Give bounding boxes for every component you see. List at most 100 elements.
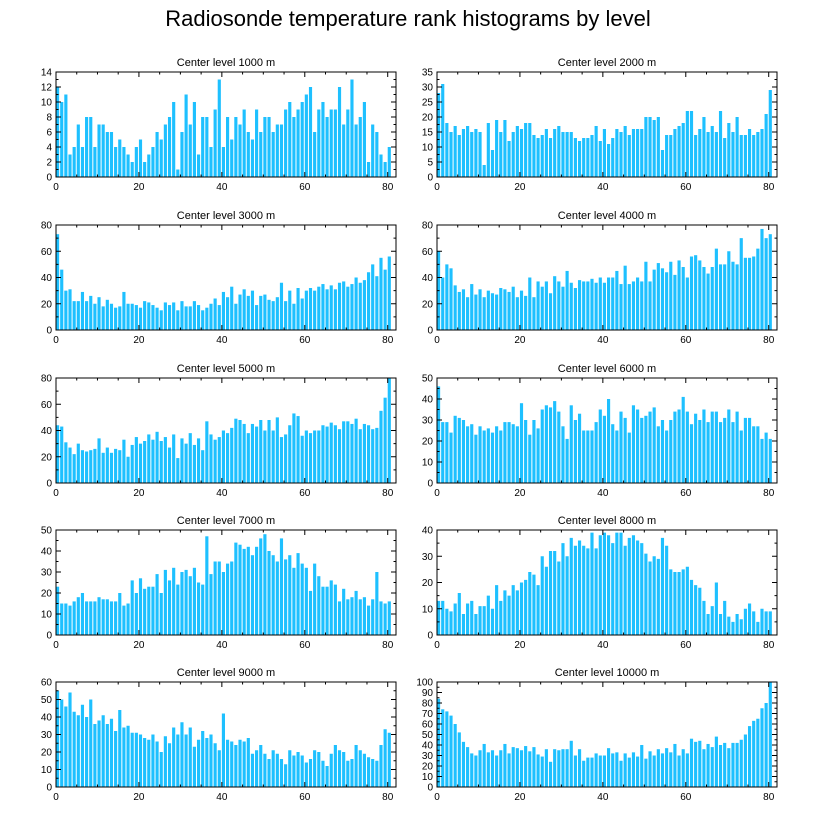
histogram-bar xyxy=(167,580,172,635)
y-tick-label: 2 xyxy=(46,158,52,169)
histogram-bar xyxy=(723,417,727,483)
histogram-bar xyxy=(337,601,342,635)
histogram-bar xyxy=(242,423,246,483)
histogram-bar xyxy=(457,135,461,177)
histogram-bar xyxy=(176,169,180,177)
histogram-bar xyxy=(387,256,391,330)
histogram-bar xyxy=(308,288,313,330)
histogram-bar xyxy=(242,741,246,787)
histogram-bar xyxy=(640,129,644,177)
histogram-bar xyxy=(263,117,267,177)
histogram-bar xyxy=(652,407,656,483)
histogram-bar xyxy=(196,582,201,635)
histogram-bar xyxy=(582,545,586,635)
histogram-bar xyxy=(118,306,122,331)
histogram-bar xyxy=(652,269,656,331)
x-tick-label: 20 xyxy=(514,792,526,803)
histogram-bar xyxy=(76,715,80,787)
histogram-bar xyxy=(64,603,68,635)
histogram-bar xyxy=(321,284,325,330)
histogram-bar xyxy=(354,124,358,177)
histogram-bar xyxy=(118,593,122,635)
histogram-bar xyxy=(590,430,594,483)
histogram-bar xyxy=(503,590,507,636)
histogram-bar xyxy=(242,109,246,177)
histogram-bar xyxy=(93,448,97,484)
histogram-bar xyxy=(694,741,698,787)
histogram-bar xyxy=(544,566,548,635)
histogram-bar xyxy=(461,289,466,330)
histogram-bar xyxy=(698,420,702,483)
histogram-bar xyxy=(64,290,68,331)
y-tick-label: 20 xyxy=(41,452,53,463)
histogram-bar xyxy=(226,739,230,787)
histogram-bar xyxy=(321,102,325,177)
histogram-bar xyxy=(213,298,217,330)
y-tick-label: 80 xyxy=(422,699,434,710)
histogram-bar xyxy=(677,260,681,330)
x-tick-label: 0 xyxy=(53,640,59,651)
histogram-bar xyxy=(739,238,743,331)
histogram-bar xyxy=(553,401,557,483)
histogram-bar xyxy=(267,551,271,635)
histogram-bar xyxy=(350,759,354,787)
histogram-bar xyxy=(238,124,242,177)
histogram-bar xyxy=(292,117,296,177)
x-tick-label: 20 xyxy=(133,335,145,346)
histogram-bar xyxy=(80,147,85,177)
histogram-bar xyxy=(602,282,606,330)
histogram-bar xyxy=(619,532,623,636)
histogram-bar xyxy=(648,561,652,635)
histogram-bar xyxy=(383,603,387,635)
x-tick-label: 0 xyxy=(53,488,59,499)
histogram-bar xyxy=(747,726,752,787)
histogram-bar xyxy=(747,129,752,177)
histogram-bar xyxy=(354,745,358,787)
histogram-bar xyxy=(490,750,495,787)
histogram-bar xyxy=(507,291,511,330)
histogram-bar xyxy=(665,272,669,330)
histogram-bar xyxy=(155,741,159,787)
histogram-bar xyxy=(631,752,636,787)
histogram-bar xyxy=(159,139,163,177)
histogram-bar xyxy=(109,303,114,330)
histogram-bar xyxy=(342,124,346,177)
histogram-bar xyxy=(250,753,255,787)
x-tick-label: 40 xyxy=(216,488,228,499)
histogram-bar xyxy=(631,535,636,635)
histogram-bar xyxy=(735,264,739,331)
y-tick-label: 20 xyxy=(422,437,434,448)
histogram-bar xyxy=(93,724,97,787)
histogram-bar xyxy=(279,282,284,330)
histogram-bar xyxy=(275,417,279,484)
histogram-bar xyxy=(101,715,105,787)
histogram-bar xyxy=(350,79,354,177)
histogram-bar xyxy=(673,743,677,787)
y-tick-label: 4 xyxy=(46,143,52,154)
histogram-bar xyxy=(665,545,669,635)
y-tick-label: 40 xyxy=(41,426,53,437)
histogram-bar xyxy=(731,132,735,177)
histogram-bar xyxy=(159,593,163,635)
histogram-bar xyxy=(511,424,515,483)
histogram-bar xyxy=(573,545,577,635)
histogram-bar xyxy=(163,736,167,787)
histogram-bar xyxy=(694,413,698,483)
histogram-bar xyxy=(172,102,176,177)
histogram-bar xyxy=(640,543,644,636)
histogram-bar xyxy=(768,611,772,636)
histogram-bar xyxy=(441,709,445,787)
histogram-bar xyxy=(466,603,470,635)
histogram-bar xyxy=(656,117,660,177)
y-tick-label: 0 xyxy=(427,326,433,337)
histogram-bar xyxy=(333,289,337,330)
x-tick-label: 40 xyxy=(216,640,228,651)
histogram-bar xyxy=(80,450,85,483)
histogram-bar xyxy=(221,147,225,177)
histogram-bar xyxy=(143,441,147,483)
histogram-bar xyxy=(710,411,714,483)
histogram-bar xyxy=(354,277,358,330)
histogram-bar xyxy=(350,597,354,635)
histogram-bar xyxy=(188,306,192,331)
